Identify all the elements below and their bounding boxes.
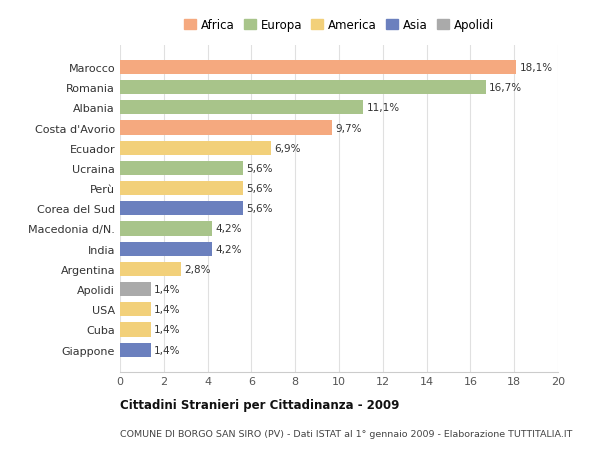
Bar: [120, 121, 332, 135]
Text: 11,1%: 11,1%: [367, 103, 400, 113]
Text: 4,2%: 4,2%: [215, 244, 242, 254]
Bar: [120, 141, 271, 156]
Bar: [120, 162, 242, 176]
Text: 16,7%: 16,7%: [489, 83, 522, 93]
Text: 1,4%: 1,4%: [154, 285, 181, 295]
Bar: [120, 101, 363, 115]
Bar: [120, 61, 517, 75]
Text: 6,9%: 6,9%: [274, 143, 301, 153]
Bar: [120, 182, 242, 196]
Text: 5,6%: 5,6%: [246, 184, 272, 194]
Text: Cittadini Stranieri per Cittadinanza - 2009: Cittadini Stranieri per Cittadinanza - 2…: [120, 398, 400, 412]
Text: 18,1%: 18,1%: [520, 63, 553, 73]
Text: 5,6%: 5,6%: [246, 204, 272, 214]
Text: 4,2%: 4,2%: [215, 224, 242, 234]
Bar: [120, 202, 242, 216]
Text: 9,7%: 9,7%: [336, 123, 362, 133]
Bar: [120, 343, 151, 357]
Bar: [120, 222, 212, 236]
Bar: [120, 302, 151, 317]
Bar: [120, 282, 151, 297]
Text: 2,8%: 2,8%: [185, 264, 211, 274]
Legend: Africa, Europa, America, Asia, Apolidi: Africa, Europa, America, Asia, Apolidi: [184, 19, 494, 32]
Bar: [120, 81, 486, 95]
Bar: [120, 323, 151, 337]
Text: COMUNE DI BORGO SAN SIRO (PV) - Dati ISTAT al 1° gennaio 2009 - Elaborazione TUT: COMUNE DI BORGO SAN SIRO (PV) - Dati IST…: [120, 429, 572, 438]
Text: 1,4%: 1,4%: [154, 345, 181, 355]
Text: 1,4%: 1,4%: [154, 325, 181, 335]
Text: 5,6%: 5,6%: [246, 163, 272, 174]
Text: 1,4%: 1,4%: [154, 305, 181, 314]
Bar: [120, 262, 181, 276]
Bar: [120, 242, 212, 256]
